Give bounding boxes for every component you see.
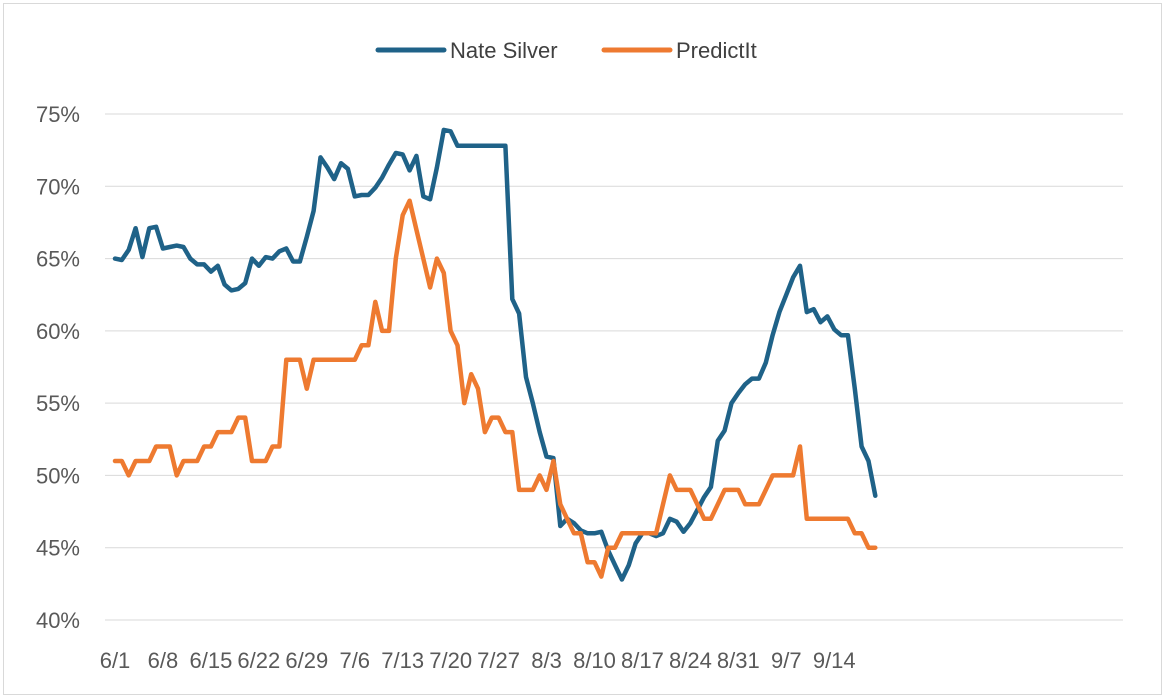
x-tick-label: 8/17 <box>621 648 664 673</box>
chart-frame <box>3 3 1162 695</box>
x-tick-label: 8/24 <box>669 648 712 673</box>
y-tick-label: 60% <box>36 319 80 344</box>
x-tick-label: 7/20 <box>429 648 472 673</box>
x-tick-label: 6/29 <box>285 648 328 673</box>
y-tick-label: 70% <box>36 174 80 199</box>
x-tick-label: 7/6 <box>339 648 370 673</box>
legend-label-nate-silver: Nate Silver <box>450 38 558 63</box>
x-tick-label: 7/27 <box>477 648 520 673</box>
y-axis-tick-labels: 40% 45% 50% 55% 60% 65% 70% 75% <box>36 102 80 633</box>
x-tick-label: 8/3 <box>531 648 562 673</box>
y-tick-label: 45% <box>36 536 80 561</box>
x-tick-label: 9/14 <box>813 648 856 673</box>
x-tick-label: 6/22 <box>237 648 280 673</box>
x-tick-label: 7/13 <box>381 648 424 673</box>
x-tick-label: 6/15 <box>189 648 232 673</box>
series-lines <box>112 127 878 582</box>
y-tick-label: 40% <box>36 608 80 633</box>
legend-label-predictit: PredictIt <box>676 38 757 63</box>
y-tick-label: 65% <box>36 247 80 272</box>
x-tick-label: 9/7 <box>771 648 802 673</box>
y-tick-label: 50% <box>36 463 80 488</box>
legend: Nate Silver PredictIt <box>375 38 757 63</box>
series-line-nate-silver <box>112 127 878 582</box>
x-tick-label: 6/1 <box>100 648 131 673</box>
series-line-predictit <box>112 198 878 579</box>
y-tick-label: 75% <box>36 102 80 127</box>
x-axis-tick-labels: 6/1 6/8 6/15 6/22 6/29 7/6 7/13 7/20 7/27 8/3 8/10… <box>100 648 856 673</box>
x-tick-label: 8/31 <box>717 648 760 673</box>
x-tick-label: 8/10 <box>573 648 616 673</box>
gridlines <box>105 113 1123 621</box>
x-tick-label: 6/8 <box>148 648 179 673</box>
y-tick-label: 55% <box>36 391 80 416</box>
